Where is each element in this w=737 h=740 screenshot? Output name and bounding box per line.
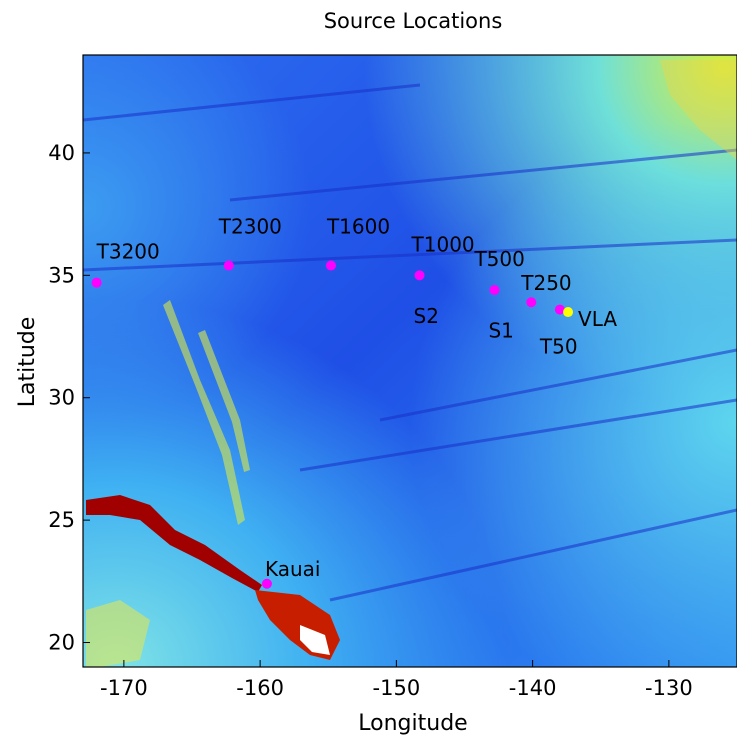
annotation-s2: S2 bbox=[414, 304, 439, 328]
x-tick-label: -170 bbox=[100, 676, 148, 700]
x-axis-label: Longitude bbox=[358, 711, 467, 736]
x-tick-label: -150 bbox=[373, 676, 421, 700]
source-label-kauai: Kauai bbox=[265, 557, 321, 581]
y-tick-label: 25 bbox=[48, 508, 75, 532]
source-label-t50: T50 bbox=[539, 335, 578, 359]
chart-title: Source Locations bbox=[324, 9, 503, 33]
y-tick-label: 40 bbox=[48, 141, 75, 165]
source-label-t3200: T3200 bbox=[96, 240, 160, 264]
x-tick-label: -160 bbox=[236, 676, 284, 700]
y-axis-label: Latitude bbox=[15, 317, 40, 408]
y-tick-label: 30 bbox=[48, 386, 75, 410]
y-axis: 20 25 30 35 40 bbox=[48, 141, 90, 655]
source-marker-t1600 bbox=[325, 260, 336, 271]
source-label-t1000: T1000 bbox=[411, 232, 475, 256]
fracture-zone-lines bbox=[83, 83, 737, 602]
source-marker-t50 bbox=[554, 304, 565, 315]
source-marker-t250 bbox=[526, 297, 537, 308]
source-marker-t2300 bbox=[223, 260, 234, 271]
y-tick-label: 35 bbox=[48, 263, 75, 287]
source-label-t250: T250 bbox=[520, 271, 571, 295]
source-marker-t1000 bbox=[414, 270, 425, 281]
source-label-t1600: T1600 bbox=[326, 215, 390, 239]
source-label-vla: VLA bbox=[578, 307, 617, 331]
seamount-chain bbox=[163, 300, 250, 525]
plot-frame bbox=[82, 54, 737, 668]
x-axis: -170 -160 -150 -140 -130 bbox=[100, 660, 693, 700]
source-marker-kauai bbox=[261, 578, 272, 589]
source-marker-vla bbox=[563, 307, 574, 318]
y-tick-label: 20 bbox=[48, 631, 75, 655]
x-tick-label: -140 bbox=[509, 676, 557, 700]
x-tick-label: -130 bbox=[645, 676, 693, 700]
bathymetry-background bbox=[83, 55, 737, 667]
source-marker-t500 bbox=[489, 285, 500, 296]
source-label-t500: T500 bbox=[473, 247, 524, 271]
annotation-s1: S1 bbox=[488, 319, 513, 343]
source-marker-t3200 bbox=[91, 277, 102, 288]
hawaiian-islands bbox=[86, 495, 340, 667]
source-label-t2300: T2300 bbox=[218, 215, 282, 239]
